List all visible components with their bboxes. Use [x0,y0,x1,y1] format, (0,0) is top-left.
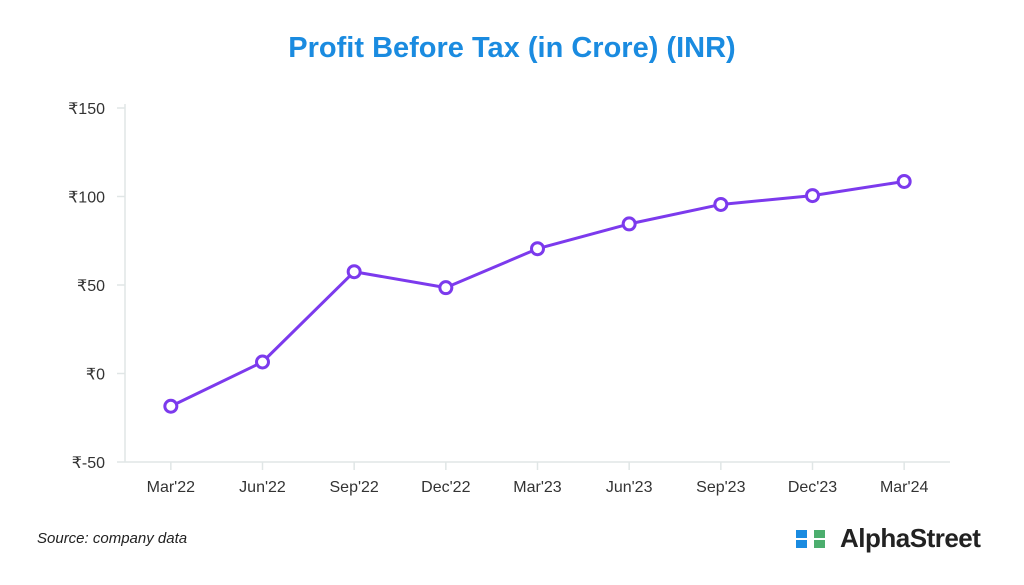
source-note: Source: company data [37,530,188,547]
y-tick-label: ₹50 [77,278,105,295]
x-tick-label: Dec'23 [788,479,837,496]
y-tick-label: ₹150 [68,101,105,118]
y-tick-label: ₹0 [86,367,105,384]
data-point [896,173,912,189]
x-tick-label: Mar'23 [513,479,562,496]
alphastreet-logo-icon [796,529,825,548]
data-point [621,216,637,232]
x-tick-label: Jun'23 [606,479,653,496]
x-tick-label: Mar'24 [880,479,929,496]
chart-title: Profit Before Tax (in Crore) (INR) [288,32,736,64]
data-point [255,354,270,370]
y-tick-label: ₹-50 [72,455,105,472]
y-tick-label: ₹100 [68,190,105,207]
data-point [530,241,545,257]
data-point [805,188,820,204]
data-point [346,264,362,280]
data-point [713,196,729,212]
data-point [163,398,179,414]
x-tick-label: Dec'22 [421,479,470,496]
x-tick-label: Jun'22 [239,479,286,496]
series-line [170,179,905,408]
data-point [438,280,454,296]
alphastreet-logo: AlphaStreet [794,523,981,554]
x-tick-label: Sep'23 [696,479,745,496]
x-tick-label: Mar'22 [147,479,196,496]
x-tick-label: Sep'22 [330,479,379,496]
logo-text: AlphaStreet [840,523,981,553]
